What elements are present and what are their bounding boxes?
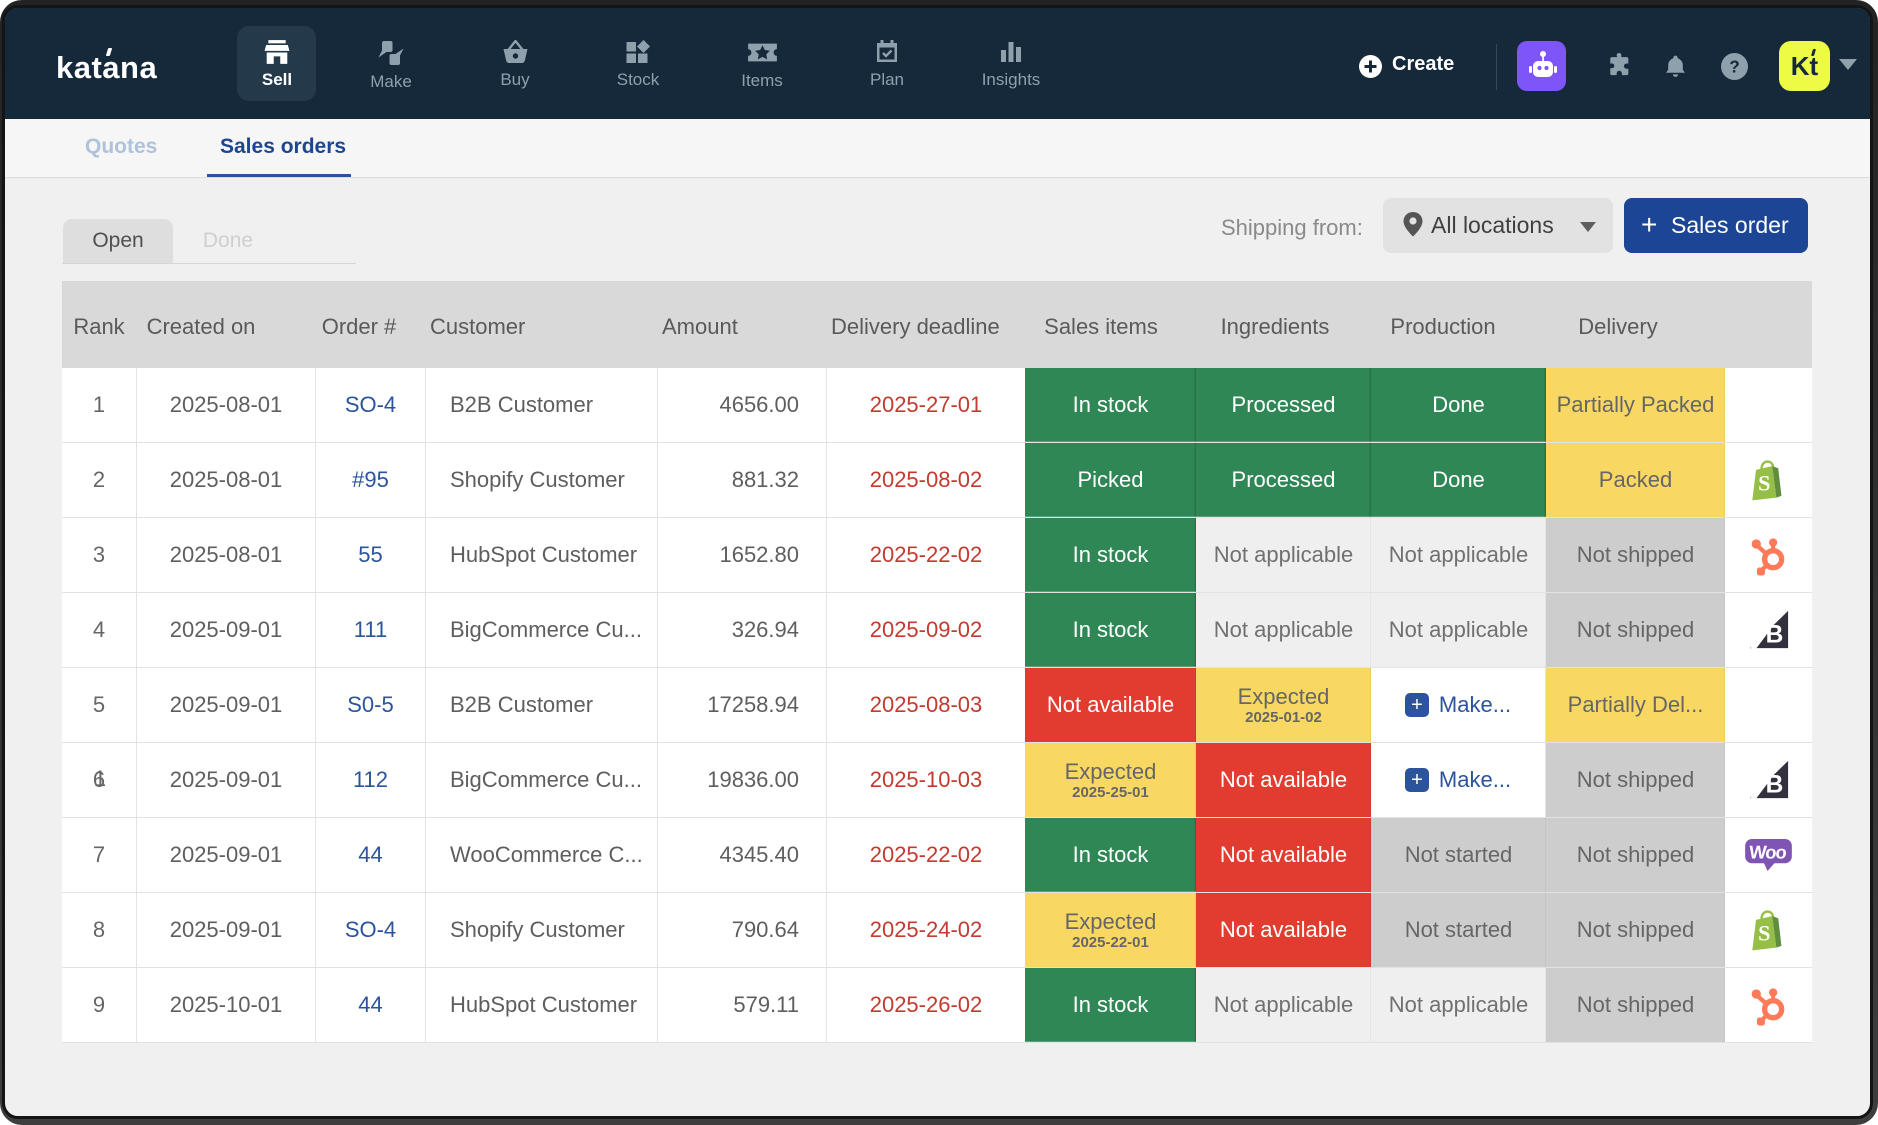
svg-text:?: ? bbox=[1729, 57, 1740, 77]
